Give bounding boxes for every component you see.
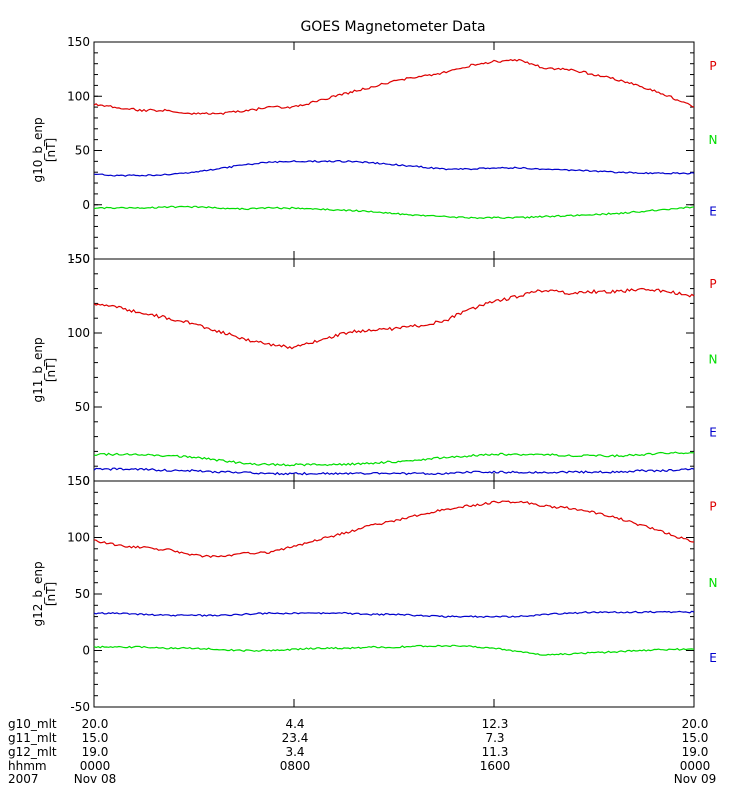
panel-1-frame: [93, 41, 695, 260]
panel-2-series-E: [93, 467, 695, 476]
row-g12-v2: 11.3: [482, 745, 509, 759]
row-year-label: 2007: [8, 772, 39, 786]
panel-3-ytick-label: 0: [82, 644, 90, 658]
row-date-start: Nov 08: [74, 772, 117, 786]
panel-3-ytick-label: 150: [67, 474, 90, 488]
row-g12-v3: 19.0: [682, 745, 709, 759]
panel-2-ytick-label: 0: [82, 474, 90, 488]
row-date-end: Nov 09: [674, 772, 717, 786]
chart-title: GOES Magnetometer Data: [300, 19, 485, 35]
row-g11-v0: 15.0: [82, 731, 109, 745]
panel-2-series-P: [93, 287, 695, 350]
panel-1-ytick-label: 50: [75, 144, 90, 158]
row-g11-label: g11_mlt: [8, 731, 57, 745]
chart-marks: 150 100 50 0 -50 P N E 150 100 50 0 P N E 150 100 50 0 -50 P…: [67, 35, 717, 714]
row-g10-v0: 20.0: [82, 717, 109, 731]
panel-2-legend-P: P: [709, 277, 716, 291]
row-hhmm-v0: 0000: [80, 759, 111, 773]
panel-1-legend-N: N: [709, 133, 718, 147]
panel-3-legend-E: E: [709, 651, 717, 665]
row-g10-v2: 12.3: [482, 717, 509, 731]
row-hhmm-label: hhmm: [8, 759, 47, 773]
panel-1-ylabel: g10_b_enp: [31, 117, 45, 182]
x-axis-info: g10_mlt 20.0 4.4 12.3 20.0 g11_mlt 15.0 …: [8, 717, 716, 786]
panel-3-legend-N: N: [709, 576, 718, 590]
row-hhmm-v3: 0000: [680, 759, 711, 773]
panel-3-series-N: [93, 644, 695, 656]
row-g12-v1: 3.4: [285, 745, 304, 759]
panel-1-series-N: [93, 205, 695, 220]
panel-3-ytick-label: 100: [67, 531, 90, 545]
panel-2-frame: [93, 258, 695, 482]
panel-1-ytick-label: -50: [70, 252, 90, 266]
panel-2-ytick-label: 150: [67, 252, 90, 266]
panel-2-legend-E: E: [709, 426, 717, 440]
row-g10-v3: 20.0: [682, 717, 709, 731]
panel-1-ytick-label: 0: [82, 198, 90, 212]
row-g12-label: g12_mlt: [8, 745, 57, 759]
panel-2-series-N: [93, 451, 695, 467]
panel-1-legend-E: E: [709, 205, 717, 219]
panel-3-legend-P: P: [709, 499, 716, 513]
panel-2-legend-N: N: [709, 352, 718, 366]
row-g11-v1: 23.4: [282, 731, 309, 745]
panel-3-yunit: [nT]: [44, 582, 58, 606]
panel-2-ytick-label: 100: [67, 326, 90, 340]
panel-3-ytick-label: -50: [70, 700, 90, 714]
row-g10-label: g10_mlt: [8, 717, 57, 731]
panel-1-yunit: [nT]: [44, 138, 58, 162]
panel-2-ytick-label: 50: [75, 400, 90, 414]
row-g10-v1: 4.4: [285, 717, 304, 731]
row-g11-v3: 15.0: [682, 731, 709, 745]
panel-1-series-P: [93, 58, 695, 116]
row-g12-v0: 19.0: [82, 745, 109, 759]
row-g11-v2: 7.3: [485, 731, 504, 745]
panel-2-yunit: [nT]: [44, 358, 58, 382]
row-hhmm-v2: 1600: [480, 759, 511, 773]
panel-1-legend-P: P: [709, 59, 716, 73]
row-hhmm-v1: 0800: [280, 759, 311, 773]
panel-1-ytick-label: 150: [67, 35, 90, 49]
panel-1-ytick-label: 100: [67, 89, 90, 103]
panel-3-series-E: [93, 610, 695, 619]
panel-3-series-P: [93, 500, 695, 559]
panel-2-ylabel: g11_b_enp: [31, 337, 45, 402]
panel-1-series-E: [93, 159, 695, 177]
panel-3-ylabel: g12_b_enp: [31, 561, 45, 626]
panel-3-ytick-label: 50: [75, 587, 90, 601]
